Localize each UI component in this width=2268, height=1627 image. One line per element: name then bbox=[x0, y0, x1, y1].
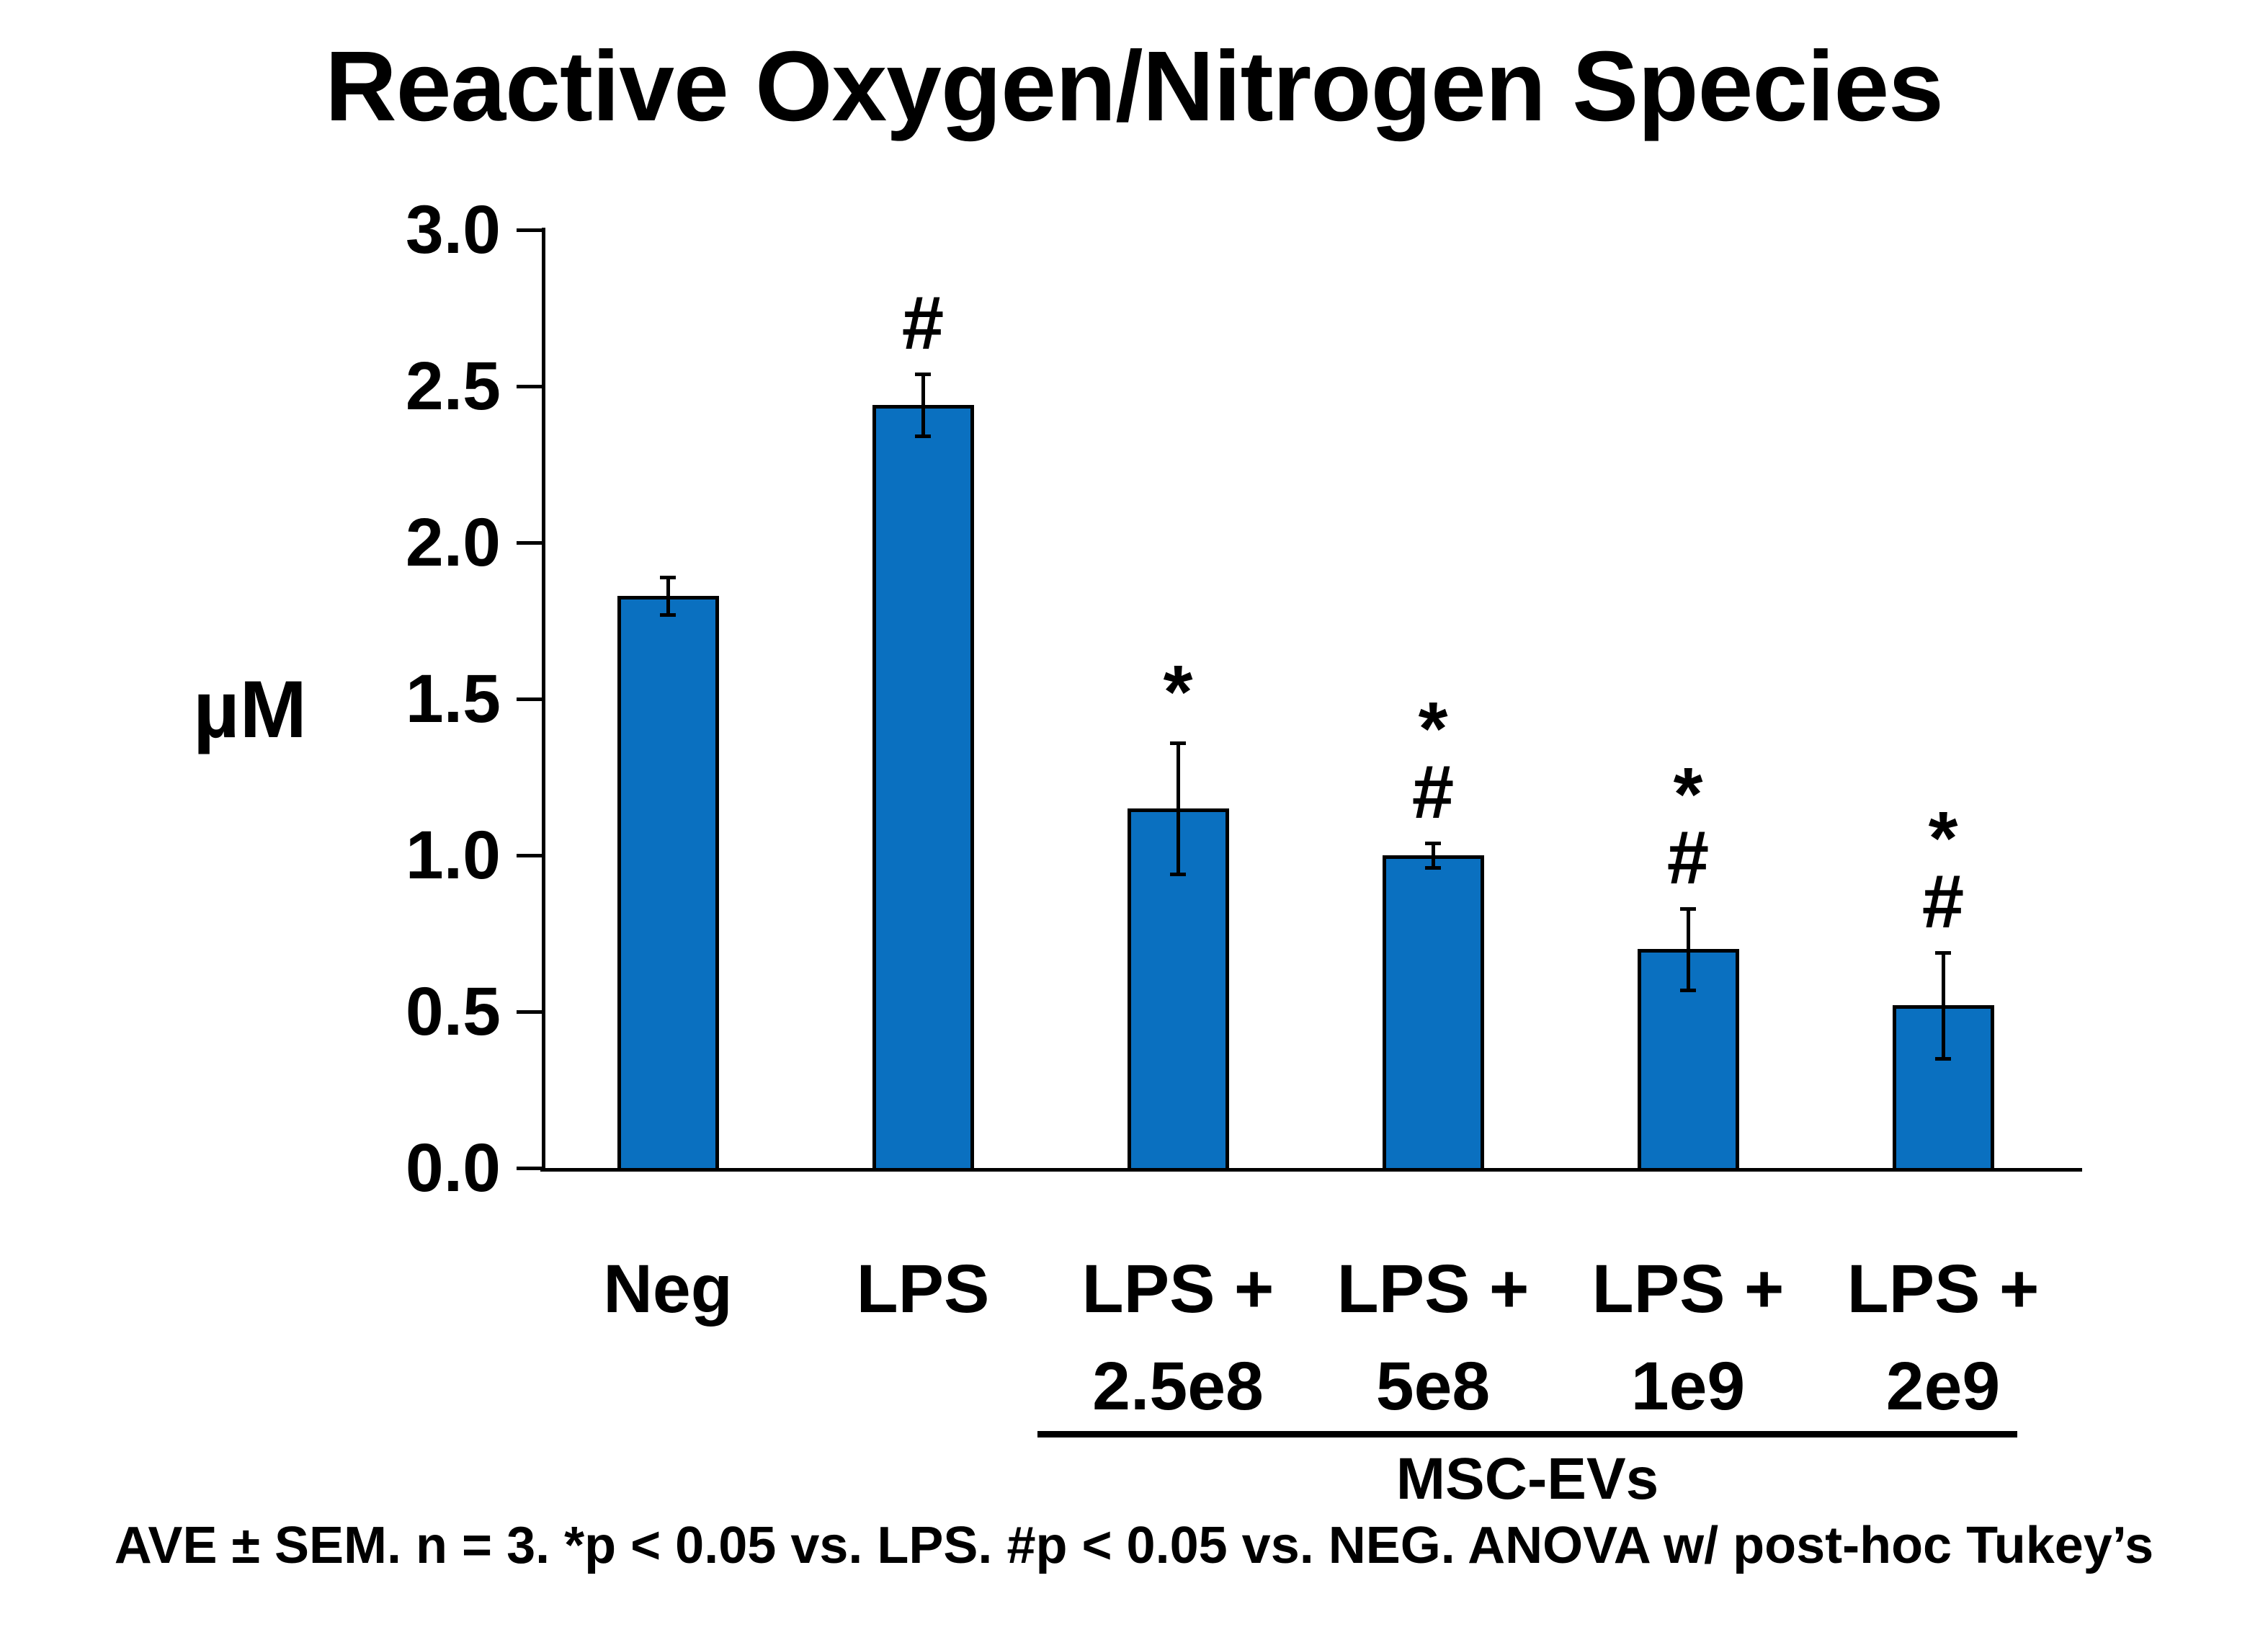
error-bar-line bbox=[1942, 952, 1945, 1059]
error-bar-cap-bottom bbox=[915, 434, 931, 439]
error-bar-cap-top bbox=[1680, 906, 1696, 911]
error-bar-cap-bottom bbox=[1680, 988, 1696, 992]
significance-marks: * # bbox=[1666, 752, 1710, 900]
x-axis-category-label: LPS bbox=[856, 1251, 990, 1327]
x-axis-category-label: LPS + 2.5e8 bbox=[1081, 1251, 1274, 1425]
y-tick-mark bbox=[517, 385, 545, 388]
error-bar-line bbox=[921, 373, 925, 437]
error-bar-cap-bottom bbox=[660, 612, 676, 617]
msc-evs-group-label: MSC-EVs bbox=[1396, 1446, 1659, 1512]
y-tick-label: 2.0 bbox=[405, 504, 501, 581]
significance-marks: * # bbox=[1411, 686, 1455, 834]
error-bar-line bbox=[1687, 908, 1690, 990]
x-axis-category-label: LPS + 2e9 bbox=[1847, 1251, 2040, 1425]
chart-title: Reactive Oxygen/Nitrogen Species bbox=[325, 31, 1944, 142]
error-bar-cap-bottom bbox=[1935, 1057, 1951, 1061]
x-axis-category-label: LPS + 1e9 bbox=[1591, 1251, 1785, 1425]
error-bar-cap-top bbox=[1425, 841, 1441, 845]
x-axis-category-label: Neg bbox=[603, 1251, 733, 1327]
bar-lps-5e8 bbox=[1382, 855, 1484, 1172]
significance-marks: * # bbox=[1921, 795, 1965, 944]
y-tick-label: 0.5 bbox=[405, 973, 501, 1050]
error-bar-line bbox=[1177, 742, 1180, 875]
y-tick-mark bbox=[517, 854, 545, 857]
error-bar-cap-top bbox=[915, 372, 931, 376]
error-bar-cap-top bbox=[1170, 741, 1186, 745]
y-tick-label: 1.5 bbox=[405, 661, 501, 737]
x-axis-line bbox=[540, 1168, 2082, 1172]
y-tick-label: 2.5 bbox=[405, 348, 501, 424]
footnote: AVE ± SEM. n = 3. *p < 0.05 vs. LPS. #p … bbox=[114, 1517, 2154, 1574]
error-bar-cap-top bbox=[660, 575, 676, 579]
x-axis-category-label: LPS + 5e8 bbox=[1336, 1251, 1530, 1425]
y-tick-mark bbox=[517, 697, 545, 701]
y-tick-mark bbox=[517, 228, 545, 232]
error-bar-cap-bottom bbox=[1170, 873, 1186, 877]
error-bar-cap-top bbox=[1935, 950, 1951, 955]
y-tick-mark bbox=[517, 1167, 545, 1170]
error-bar-cap-bottom bbox=[1425, 866, 1441, 870]
error-bar-line bbox=[1432, 842, 1435, 868]
y-tick-label: 0.0 bbox=[405, 1130, 501, 1206]
bar-neg bbox=[617, 595, 719, 1172]
y-tick-mark bbox=[517, 1010, 545, 1014]
y-axis-label: µM bbox=[193, 664, 307, 754]
bar-lps bbox=[872, 405, 974, 1172]
significance-marks: * bbox=[1163, 649, 1193, 734]
y-tick-label: 3.0 bbox=[405, 192, 501, 268]
msc-evs-group-line bbox=[1037, 1431, 2017, 1437]
error-bar-line bbox=[666, 576, 670, 615]
y-tick-label: 1.0 bbox=[405, 817, 501, 893]
significance-marks: # bbox=[901, 280, 945, 365]
y-tick-mark bbox=[517, 541, 545, 545]
